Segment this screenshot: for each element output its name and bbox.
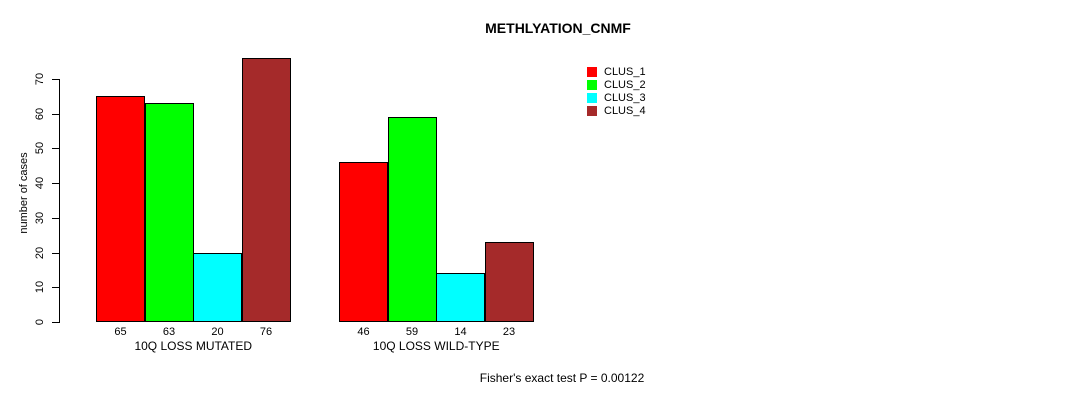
chart-title: METHLYATION_CNMF [485,20,631,36]
legend-item: CLUS_2 [587,78,646,91]
bar-clus_1-group2 [339,162,388,322]
footer-annotation: Fisher's exact test P = 0.00122 [479,371,645,385]
y-tick-label: 20 [34,246,46,260]
bar-value-label: 65 [114,326,127,338]
y-tick-label: 10 [34,280,46,294]
y-tick-label: 30 [34,211,46,225]
y-tick-mark [52,148,60,149]
legend-label: CLUS_2 [604,78,646,91]
y-tick-label: 70 [34,72,46,86]
bar-clus_3-group2 [436,273,485,322]
y-tick-label: 40 [34,176,46,190]
legend-label: CLUS_4 [604,104,646,117]
legend-item: CLUS_4 [587,104,646,117]
bar-clus_2-group1 [144,103,194,322]
bar-value-label: 63 [162,326,176,338]
bar-clus_3-group1 [193,252,242,322]
bar-value-label: 59 [405,326,419,338]
legend: CLUS_1 CLUS_2 CLUS_3 CLUS_4 [587,65,646,117]
bar-clus_2-group2 [387,117,437,322]
y-tick-mark [52,183,60,184]
bar-value-label: 76 [259,326,273,338]
y-tick-label: 50 [34,141,46,155]
y-tick-label: 60 [34,107,46,121]
legend-swatch-icon [587,79,597,90]
y-tick-mark [52,253,60,254]
y-axis-line [59,79,60,323]
bar-clus_4-group1 [241,58,291,322]
group-label: 10Q LOSS WILD-TYPE [372,339,500,353]
y-tick-mark [52,218,60,219]
y-tick-mark [52,79,60,80]
group-label: 10Q LOSS MUTATED [134,339,253,353]
bar-clus_1-group1 [96,96,145,322]
y-tick-mark [52,114,60,115]
bar-value-label: 20 [211,326,224,338]
legend-item: CLUS_1 [587,65,646,78]
y-tick-mark [52,322,60,323]
legend-item: CLUS_3 [587,91,646,104]
bar-value-label: 23 [502,326,516,338]
bar-value-label: 14 [454,326,467,338]
legend-swatch-icon [587,92,597,103]
y-tick-label: 0 [34,318,46,326]
legend-label: CLUS_1 [604,65,646,78]
legend-swatch-icon [587,66,597,77]
legend-swatch-icon [587,105,597,116]
y-axis-title: number of cases [18,152,30,234]
bar-clus_4-group2 [484,242,534,322]
legend-label: CLUS_3 [604,91,646,104]
bar-value-label: 46 [357,326,370,338]
y-tick-mark [52,287,60,288]
